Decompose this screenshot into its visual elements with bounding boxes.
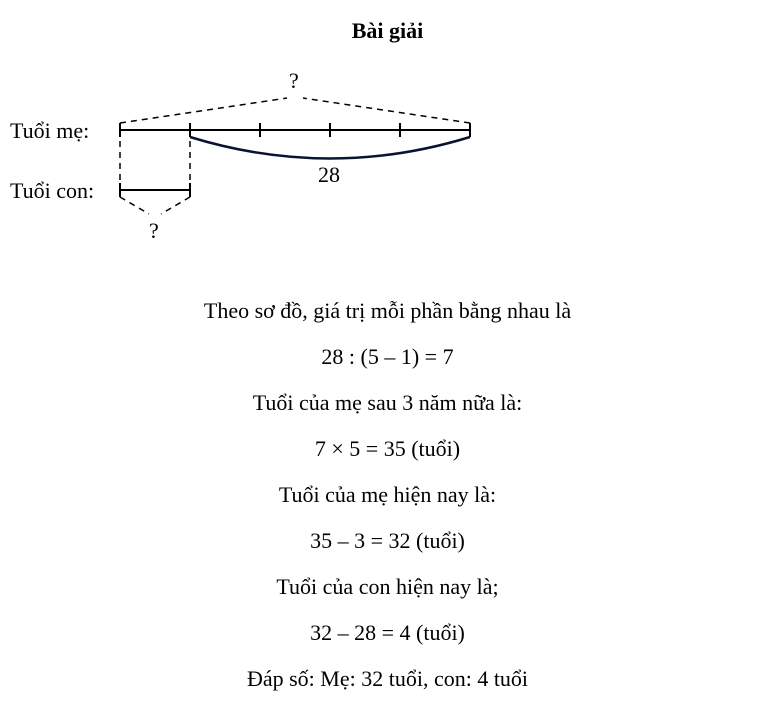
solution-line: Tuổi của mẹ hiện nay là: <box>0 472 775 518</box>
solution-line: 7 × 5 = 35 (tuổi) <box>0 426 775 472</box>
solution-line: 32 – 28 = 4 (tuổi) <box>0 610 775 656</box>
bottom-question-mark: ? <box>149 218 159 244</box>
title: Bài giải <box>0 18 775 44</box>
label-child: Tuổi con: <box>10 178 94 204</box>
page: Bài giải Tuổi mẹ: Tuổi con: ? 28 ? Theo … <box>0 0 775 717</box>
label-mom: Tuổi mẹ: <box>10 118 89 144</box>
top-question-mark: ? <box>289 68 299 94</box>
solution-line: 35 – 3 = 32 (tuổi) <box>0 518 775 564</box>
solution-block: Theo sơ đồ, giá trị mỗi phần bằng nhau l… <box>0 288 775 702</box>
line-diagram: Tuổi mẹ: Tuổi con: ? 28 ? <box>10 70 490 270</box>
solution-line: Theo sơ đồ, giá trị mỗi phần bằng nhau l… <box>0 288 775 334</box>
difference-value: 28 <box>318 162 340 188</box>
solution-line: Tuổi của mẹ sau 3 năm nữa là: <box>0 380 775 426</box>
solution-line: Đáp số: Mẹ: 32 tuổi, con: 4 tuổi <box>0 656 775 702</box>
diagram-svg <box>10 70 490 270</box>
solution-line: Tuổi của con hiện nay là; <box>0 564 775 610</box>
solution-line: 28 : (5 – 1) = 7 <box>0 334 775 380</box>
